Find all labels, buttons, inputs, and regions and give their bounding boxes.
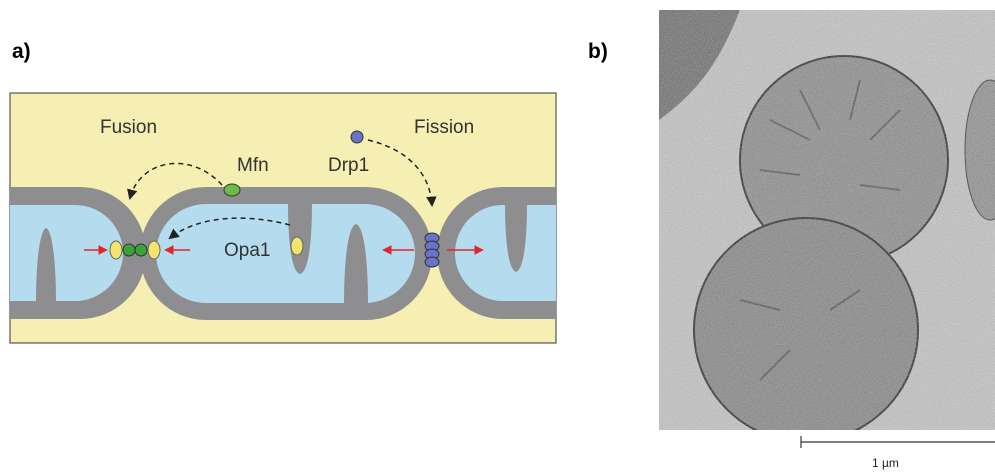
figure: a) b) — [0, 0, 995, 474]
panel-label: b) — [588, 40, 608, 63]
micrograph — [659, 10, 995, 442]
label: Fission — [414, 117, 474, 138]
label: Fusion — [100, 117, 157, 138]
scale-bar — [801, 436, 995, 448]
scale-label: 1 µm — [872, 456, 899, 470]
label: Opa1 — [224, 240, 270, 261]
fusion-fission-diagram: Fusion Fission Mfn Drp1 Opa1 — [10, 93, 556, 343]
label: Drp1 — [328, 155, 369, 176]
page: a) b) — [0, 0, 995, 474]
panel-label: a) — [12, 40, 31, 63]
label: Mfn — [237, 155, 269, 176]
